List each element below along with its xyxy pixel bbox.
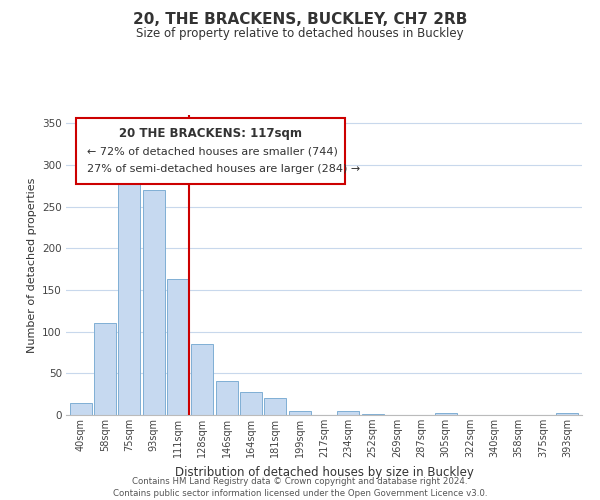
- Text: Size of property relative to detached houses in Buckley: Size of property relative to detached ho…: [136, 28, 464, 40]
- Bar: [289, 411, 311, 415]
- Text: 20, THE BRACKENS, BUCKLEY, CH7 2RB: 20, THE BRACKENS, BUCKLEY, CH7 2RB: [133, 12, 467, 28]
- Text: 27% of semi-detached houses are larger (284) →: 27% of semi-detached houses are larger (…: [86, 164, 360, 174]
- Text: ← 72% of detached houses are smaller (744): ← 72% of detached houses are smaller (74…: [86, 146, 338, 156]
- Bar: [118, 171, 140, 415]
- Bar: [70, 402, 92, 415]
- Y-axis label: Number of detached properties: Number of detached properties: [26, 178, 37, 352]
- Bar: [435, 414, 457, 415]
- Bar: [362, 414, 383, 415]
- Bar: [167, 279, 189, 415]
- Bar: [337, 411, 359, 415]
- Bar: [556, 414, 578, 415]
- Bar: [215, 381, 238, 415]
- X-axis label: Distribution of detached houses by size in Buckley: Distribution of detached houses by size …: [175, 466, 473, 478]
- FancyBboxPatch shape: [76, 118, 344, 184]
- Bar: [240, 392, 262, 415]
- Bar: [143, 190, 164, 415]
- Text: Contains HM Land Registry data © Crown copyright and database right 2024.
Contai: Contains HM Land Registry data © Crown c…: [113, 476, 487, 498]
- Bar: [94, 324, 116, 415]
- Bar: [191, 344, 213, 415]
- Bar: [265, 398, 286, 415]
- Text: 20 THE BRACKENS: 117sqm: 20 THE BRACKENS: 117sqm: [119, 127, 302, 140]
